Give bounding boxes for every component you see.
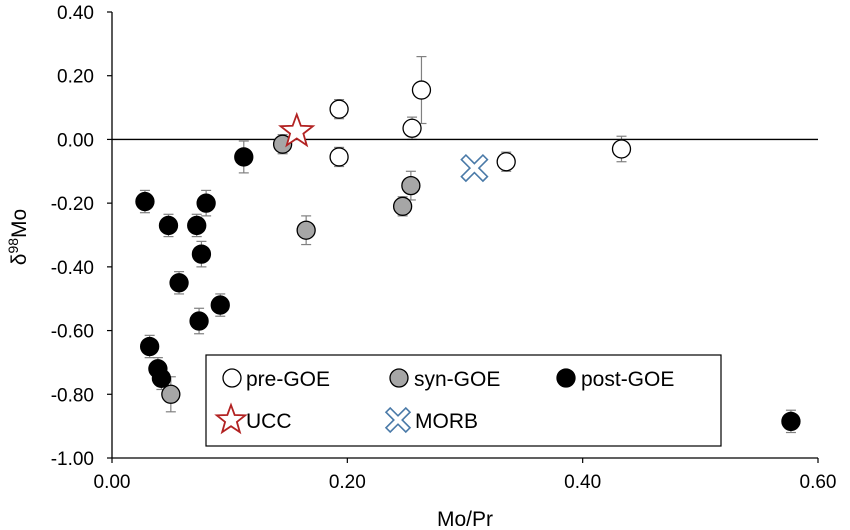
y-tick-label: 0.00 [57, 130, 94, 151]
ucc-point [278, 111, 316, 148]
y-axis-label-delta: δ [8, 254, 31, 266]
syn-goe-point [272, 134, 293, 154]
post-goe-point [189, 311, 209, 331]
data-points [135, 80, 801, 432]
post-goe-point [140, 336, 160, 357]
morb-point [460, 153, 489, 183]
y-tick-label: -1.00 [51, 449, 94, 470]
pre-goe-point [329, 99, 349, 119]
y-tick-labels: 0.40 0.20 0.00 -0.20 -0.40 -0.60 -0.80 -1.00 [51, 3, 112, 470]
x-tick-label: 0.60 [800, 472, 837, 493]
y-axis-label: δ98Mo [5, 209, 31, 265]
x-tick-label: 0.00 [94, 472, 131, 493]
post-goe-point [191, 244, 212, 264]
y-tick-label: -0.20 [51, 194, 94, 215]
post-goe-point [781, 411, 801, 432]
y-tick-label: -0.80 [51, 385, 94, 406]
pre-goe-point [411, 80, 432, 100]
y-axis-label-element: Mo [8, 209, 31, 238]
legend-syn-goe-marker [389, 368, 409, 388]
legend-pre-goe-marker [222, 368, 242, 388]
post-goe-point [234, 147, 254, 167]
y-tick-label: -0.40 [51, 258, 94, 279]
legend-ucc-label: UCC [246, 410, 292, 433]
legend-post-goe-marker [556, 368, 576, 388]
y-tick-label: -0.60 [51, 322, 94, 343]
post-goe-point [158, 215, 179, 236]
y-tick-label: 0.20 [57, 67, 94, 88]
legend: pre-GOE syn-GOE post-GOE UCC MORB [205, 354, 722, 447]
syn-goe-point [161, 384, 181, 404]
cross-icon [384, 406, 412, 434]
syn-goe-point [392, 196, 413, 216]
y-axis-label-superscript: 98 [5, 238, 21, 254]
post-goe-point [196, 193, 216, 213]
post-goe-point [187, 215, 207, 236]
legend-ucc-marker [214, 402, 248, 435]
legend-pre-goe-label: pre-GOE [246, 368, 330, 391]
post-goe-point [210, 295, 230, 315]
star-icon [214, 402, 248, 435]
post-goe-point [151, 368, 172, 389]
pre-goe-point [611, 139, 632, 159]
post-goe-point [169, 273, 189, 293]
legend-morb-marker [384, 406, 412, 434]
legend-box [205, 354, 722, 447]
pre-goe-point [329, 147, 349, 167]
legend-morb-label: MORB [415, 410, 478, 433]
x-tick-label: 0.40 [564, 472, 601, 493]
post-goe-point [135, 191, 155, 212]
legend-post-goe-label: post-GOE [581, 368, 674, 391]
axes [111, 12, 818, 459]
syn-goe-point [401, 175, 421, 196]
pre-goe-point [496, 152, 516, 172]
y-tick-label: 0.40 [57, 3, 94, 24]
syn-goe-point [296, 220, 316, 240]
x-tick-label: 0.20 [329, 472, 366, 493]
legend-syn-goe-label: syn-GOE [414, 368, 500, 391]
pre-goe-point [402, 118, 422, 138]
x-axis-label: Mo/Pr [437, 508, 493, 530]
x-tick-labels: 0.00 0.20 0.40 0.60 [94, 458, 837, 493]
